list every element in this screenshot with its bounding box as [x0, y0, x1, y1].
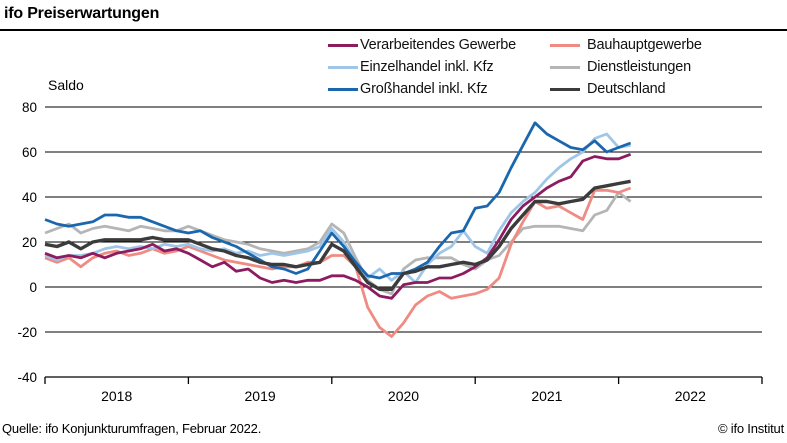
legend-item-bauhauptgewerbe: Bauhauptgewerbe [550, 35, 702, 55]
series-line-bauhauptgewerbe [44, 186, 632, 338]
legend-label: Großhandel inkl. Kfz [360, 81, 488, 97]
legend-item-deutschland: Deutschland [550, 79, 666, 99]
legend-item-verarbeitendes-gewerbe: Verarbeitendes Gewerbe [328, 35, 516, 55]
legend-swatch [328, 87, 358, 91]
legend-swatch [550, 87, 580, 91]
legend-label: Einzelhandel inkl. Kfz [360, 59, 494, 75]
series-line-einzelhandel-inkl-kfz [44, 132, 631, 284]
y-tick-label: 80 [22, 100, 37, 115]
legend-swatch [328, 65, 358, 69]
legend-label: Dienstleistungen [587, 59, 692, 75]
legend-item-gro-handel-inkl-kfz: Großhandel inkl. Kfz [328, 79, 488, 99]
legend-swatch [328, 43, 358, 47]
x-tick-label-2018: 2018 [101, 388, 132, 404]
y-tick-label: -40 [17, 370, 37, 385]
legend-swatch [550, 65, 580, 69]
copyright-note: © ifo Institut [717, 421, 784, 436]
x-tick-label-2019: 2019 [245, 388, 276, 404]
series-line-gro-handel-inkl-kfz [44, 121, 632, 280]
series-line-deutschland [44, 179, 631, 291]
x-tick-label-2020: 2020 [388, 388, 419, 404]
chart-legend: Verarbeitendes Gewerbe Bauhauptgewerbe Ein… [0, 34, 787, 102]
x-tick-label-2021: 2021 [531, 388, 562, 404]
series-line-verarbeitendes-gewerbe [44, 152, 632, 300]
legend-label: Verarbeitendes Gewerbe [360, 37, 517, 53]
legend-label: Deutschland [587, 81, 666, 97]
y-tick-label: 60 [22, 145, 37, 160]
y-tick-label: 20 [22, 235, 37, 250]
y-tick-label: -20 [17, 325, 37, 340]
legend-label: Bauhauptgewerbe [587, 37, 702, 53]
title-underline [0, 29, 787, 31]
y-tick-label: 40 [22, 190, 37, 205]
series-line-dienstleistungen [44, 191, 632, 296]
y-axis-unit-label: Saldo [48, 77, 84, 93]
legend-swatch [550, 43, 580, 47]
page-title: ifo Preiserwartungen [4, 5, 160, 22]
y-tick-label: 0 [29, 280, 37, 295]
x-tick-label-2022: 2022 [675, 388, 706, 404]
legend-item-dienstleistungen: Dienstleistungen [550, 57, 691, 77]
source-note: Quelle: ifo Konjunkturumfragen, Februar … [2, 421, 262, 436]
legend-item-einzelhandel-inkl-kfz: Einzelhandel inkl. Kfz [328, 57, 494, 77]
